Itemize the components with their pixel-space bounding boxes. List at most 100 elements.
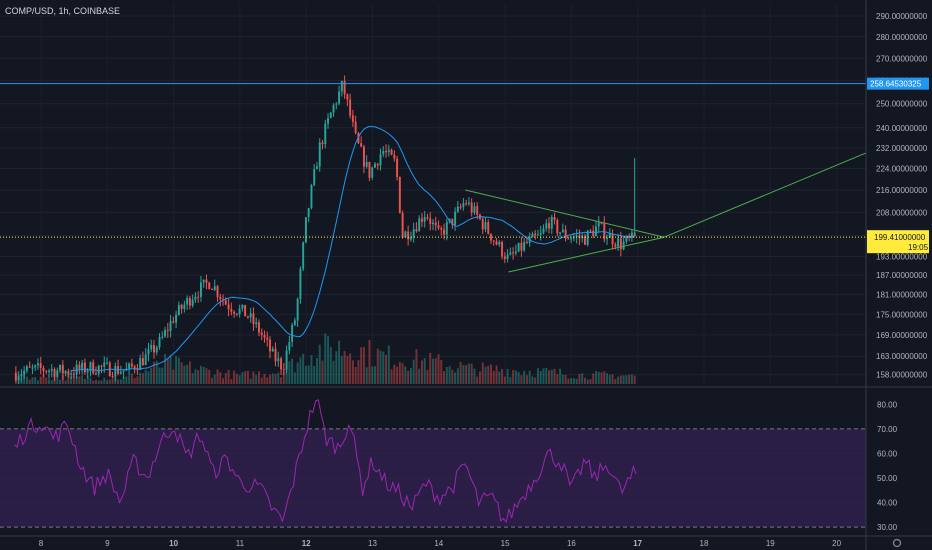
candle-body[interactable] [302, 242, 305, 269]
candle-body[interactable] [349, 99, 352, 116]
candle-body[interactable] [371, 167, 374, 178]
candle-body[interactable] [89, 362, 92, 371]
candle-body[interactable] [520, 242, 523, 251]
candle-body[interactable] [415, 229, 418, 232]
candle-body[interactable] [213, 286, 216, 290]
candle-body[interactable] [304, 217, 307, 243]
candle-body[interactable] [321, 142, 324, 145]
candle-body[interactable] [86, 370, 89, 373]
candle-body[interactable] [393, 154, 396, 159]
candle-body[interactable] [155, 347, 158, 353]
candle-body[interactable] [456, 206, 459, 212]
candle-body[interactable] [114, 365, 117, 377]
candle-body[interactable] [501, 241, 504, 257]
candle-body[interactable] [222, 299, 225, 301]
candle-body[interactable] [97, 365, 100, 374]
candle-body[interactable] [56, 370, 59, 377]
candle-body[interactable] [517, 242, 520, 252]
candle-body[interactable] [202, 279, 205, 283]
candle-body[interactable] [260, 332, 263, 336]
candle-body[interactable] [420, 218, 423, 222]
candle-body[interactable] [147, 349, 150, 355]
candle-body[interactable] [67, 371, 70, 375]
candle-body[interactable] [525, 241, 528, 243]
candle-body[interactable] [246, 316, 249, 318]
candle-body[interactable] [426, 217, 429, 219]
candle-body[interactable] [437, 225, 440, 229]
candle-body[interactable] [219, 297, 222, 300]
candle-body[interactable] [269, 339, 271, 352]
candle-body[interactable] [561, 229, 564, 233]
candle-body[interactable] [42, 367, 45, 372]
candle-body[interactable] [387, 149, 390, 153]
price-pane[interactable] [0, 4, 867, 384]
candle-body[interactable] [139, 358, 142, 370]
candle-body[interactable] [476, 206, 479, 215]
candle-body[interactable] [412, 229, 415, 238]
candle-body[interactable] [622, 241, 625, 250]
candle-body[interactable] [17, 376, 20, 380]
candle-body[interactable] [271, 348, 274, 352]
candle-body[interactable] [583, 235, 586, 245]
candle-body[interactable] [183, 304, 186, 309]
candle-body[interactable] [401, 212, 404, 238]
candle-body[interactable] [53, 369, 56, 377]
candle-body[interactable] [564, 229, 567, 239]
candle-body[interactable] [597, 222, 600, 227]
candle-body[interactable] [277, 358, 280, 362]
candle-body[interactable] [443, 229, 446, 235]
candle-body[interactable] [313, 169, 316, 186]
candle-body[interactable] [506, 254, 509, 260]
candle-body[interactable] [440, 228, 443, 230]
candle-body[interactable] [81, 362, 84, 370]
candle-body[interactable] [72, 373, 75, 375]
candle-body[interactable] [199, 282, 202, 297]
candle-body[interactable] [188, 297, 191, 306]
candle-body[interactable] [285, 350, 288, 370]
candle-body[interactable] [208, 282, 211, 289]
candle-body[interactable] [191, 299, 194, 306]
candle-body[interactable] [495, 241, 498, 245]
candle-body[interactable] [351, 115, 354, 122]
candle-body[interactable] [338, 91, 341, 104]
candle-body[interactable] [288, 342, 291, 351]
candle-body[interactable] [318, 142, 321, 167]
candle-body[interactable] [280, 358, 283, 370]
candle-body[interactable] [122, 370, 125, 373]
candle-body[interactable] [454, 211, 457, 225]
candle-body[interactable] [332, 104, 335, 113]
candle-body[interactable] [625, 236, 628, 242]
rsi-pane[interactable] [0, 399, 866, 528]
candle-body[interactable] [354, 121, 357, 134]
candle-body[interactable] [144, 354, 147, 365]
candle-body[interactable] [429, 218, 432, 225]
candle-body[interactable] [608, 233, 611, 239]
candle-body[interactable] [374, 163, 376, 168]
candle-body[interactable] [531, 233, 534, 238]
candle-body[interactable] [257, 322, 260, 333]
candle-body[interactable] [630, 232, 633, 238]
candle-body[interactable] [548, 223, 550, 229]
candle-body[interactable] [465, 203, 468, 205]
candle-body[interactable] [61, 364, 64, 374]
candle-body[interactable] [161, 336, 164, 338]
candle-body[interactable] [553, 216, 556, 220]
candle-body[interactable] [164, 329, 167, 337]
candle-body[interactable] [340, 81, 343, 92]
candle-body[interactable] [390, 149, 393, 155]
candle-body[interactable] [64, 371, 67, 374]
candle-body[interactable] [95, 373, 97, 375]
triangle-upper-line[interactable] [465, 189, 665, 238]
candle-body[interactable] [550, 216, 553, 229]
candle-body[interactable] [128, 363, 131, 369]
candle-body[interactable] [407, 231, 410, 240]
candle-body[interactable] [158, 337, 161, 348]
candle-body[interactable] [197, 296, 200, 298]
candle-body[interactable] [186, 297, 189, 305]
candle-body[interactable] [592, 230, 595, 237]
candle-body[interactable] [470, 202, 473, 213]
candle-body[interactable] [233, 311, 236, 314]
candle-body[interactable] [575, 235, 578, 237]
candle-body[interactable] [481, 218, 484, 230]
candle-body[interactable] [514, 251, 517, 254]
